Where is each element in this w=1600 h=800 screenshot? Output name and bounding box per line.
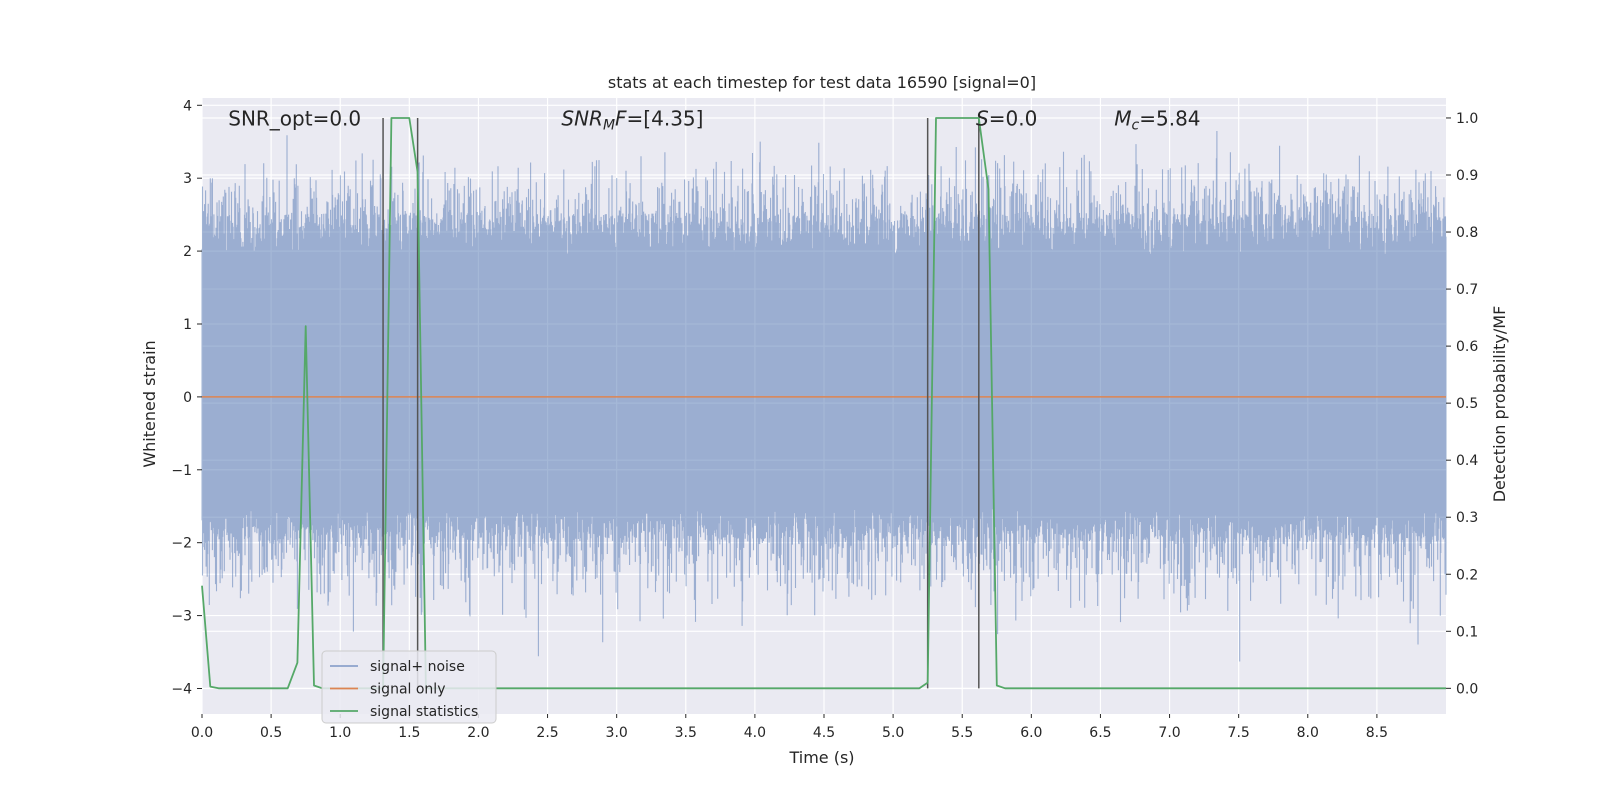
y-left-tick-label: 2	[183, 244, 192, 260]
annotation-text: SNRMF=[4.35]	[561, 107, 703, 134]
y-left-tick-label: −3	[171, 609, 192, 625]
x-tick-label: 7.0	[1158, 725, 1180, 741]
x-tick-label: 5.0	[882, 725, 904, 741]
x-tick-label: 2.0	[467, 725, 489, 741]
ticks: 0.0 0.5 1.0 1.5 2.0 2.5 3.0 3.5 4.0 4.5 5.0 5.5 6.0 6…	[171, 98, 1478, 741]
legend-label: signal+ noise	[370, 659, 465, 675]
y-right-tick-label: 0.5	[1456, 396, 1478, 412]
chart-title: stats at each timestep for test data 165…	[608, 73, 1036, 92]
y-left-tick-label: −2	[171, 536, 192, 552]
y-right-tick-label: 0.9	[1456, 168, 1478, 184]
x-tick-label: 4.5	[813, 725, 835, 741]
y-right-tick-label: 0.2	[1456, 567, 1478, 583]
y-right-tick-label: 0.0	[1456, 681, 1478, 697]
y-right-tick-label: 0.8	[1456, 225, 1478, 241]
annotation-text: Mc=5.84	[1114, 107, 1200, 134]
y-left-tick-label: −1	[171, 463, 192, 479]
legend-box	[321, 650, 497, 724]
y-left-tick-label: 3	[183, 171, 192, 187]
x-tick-label: 1.0	[329, 725, 351, 741]
y-right-tick-label: 0.6	[1456, 339, 1478, 355]
legend: signal+ noise signal only signal statistic…	[321, 650, 497, 724]
x-tick-label: 1.5	[398, 725, 420, 741]
x-tick-label: 8.5	[1366, 725, 1388, 741]
x-tick-label: 4.0	[744, 725, 766, 741]
x-axis-label: Time (s)	[788, 748, 854, 767]
legend-label: signal only	[370, 682, 445, 698]
y-axis-label-right: Detection probability/MF	[1490, 306, 1509, 503]
x-tick-label: 6.5	[1089, 725, 1111, 741]
x-tick-label: 3.5	[675, 725, 697, 741]
annotation-text: S=0.0	[976, 107, 1037, 131]
x-tick-label: 0.0	[191, 725, 213, 741]
y-right-tick-label: 0.1	[1456, 624, 1478, 640]
x-tick-label: 0.5	[260, 725, 282, 741]
y-right-tick-label: 0.3	[1456, 510, 1478, 526]
annotations: SNR_opt=0.0 SNRMF=[4.35] S=0.0 Mc=5.84	[228, 107, 1200, 134]
y-left-tick-label: 1	[183, 317, 192, 333]
y-left-tick-label: 4	[183, 98, 192, 114]
y-right-tick-label: 0.4	[1456, 453, 1478, 469]
x-tick-label: 5.5	[951, 725, 973, 741]
y-right-tick-label: 0.7	[1456, 282, 1478, 298]
x-tick-label: 6.0	[1020, 725, 1042, 741]
y-axis-label-left: Whitened strain	[140, 340, 159, 467]
y-left-tick-label: 0	[183, 390, 192, 406]
y-right-tick-label: 1.0	[1456, 111, 1478, 127]
annotation-text: SNR_opt=0.0	[228, 107, 361, 131]
x-tick-label: 8.0	[1297, 725, 1319, 741]
x-tick-label: 7.5	[1228, 725, 1250, 741]
x-tick-label: 2.5	[536, 725, 558, 741]
legend-label: signal statistics	[370, 704, 478, 720]
x-tick-label: 3.0	[606, 725, 628, 741]
y-left-tick-label: −4	[171, 681, 192, 697]
